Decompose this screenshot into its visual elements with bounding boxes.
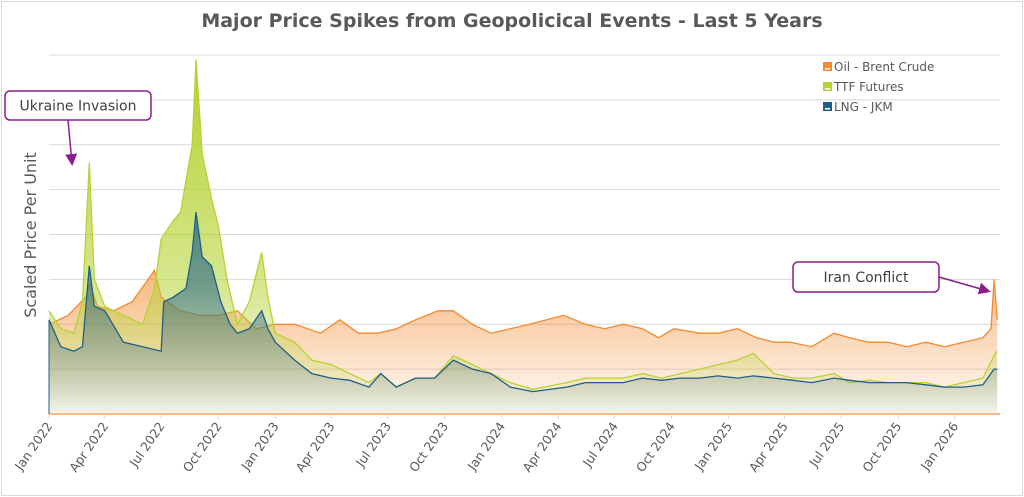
x-tick-label: Jul 2022 — [126, 419, 168, 470]
legend-label: TTF Futures — [833, 80, 904, 94]
x-tick-label: Jul 2023 — [352, 419, 394, 470]
legend-swatch-mark — [825, 88, 830, 90]
annotation-label: Ukraine Invasion — [19, 99, 136, 115]
x-tick-label: Oct 2024 — [633, 419, 678, 475]
x-tick-label: Jan 2025 — [691, 419, 735, 474]
legend: Oil - Brent Crude TTF Futures LNG - JKM — [823, 60, 934, 114]
legend-swatch — [823, 62, 832, 71]
annotation-arrow — [65, 119, 78, 166]
x-tick-label: Apr 2023 — [292, 419, 337, 475]
annotation-label: Iran Conflict — [824, 270, 909, 286]
legend-swatch-mark — [825, 108, 830, 110]
chart-title: Major Price Spikes from Geopolicical Eve… — [201, 10, 822, 32]
series-line-2 — [48, 212, 998, 393]
legend-swatch-mark — [825, 68, 830, 70]
legend-label: LNG - JKM — [834, 100, 893, 114]
x-tick-label: Jan 2022 — [11, 419, 55, 474]
x-tick-label: Oct 2022 — [180, 419, 225, 475]
x-tick-label: Oct 2025 — [859, 419, 904, 475]
x-tick-label: Apr 2024 — [519, 419, 564, 475]
annotations: Ukraine Invasion Iran Conflict — [4, 90, 991, 295]
annotation-box — [792, 261, 940, 293]
annotation-box — [4, 90, 152, 121]
x-tick-label: Oct 2023 — [406, 419, 451, 475]
y-axis-label: Scaled Price Per Unit — [21, 152, 40, 318]
series-area-2 — [49, 212, 998, 414]
legend-swatch — [823, 82, 832, 91]
x-tick-label: Jan 2026 — [917, 419, 961, 474]
x-tick-label: Apr 2022 — [66, 419, 111, 475]
legend-label: Oil - Brent Crude — [834, 60, 934, 74]
annotation-arrow — [938, 276, 991, 295]
legend-swatch — [823, 102, 832, 111]
series-areas — [48, 59, 998, 414]
x-tick-label: Jul 2024 — [579, 419, 621, 470]
x-tick-label: Jan 2023 — [237, 419, 281, 474]
x-tick-label: Jul 2025 — [805, 419, 847, 470]
x-tick-label: Jan 2024 — [464, 419, 508, 474]
x-tick-label: Apr 2025 — [746, 419, 791, 475]
